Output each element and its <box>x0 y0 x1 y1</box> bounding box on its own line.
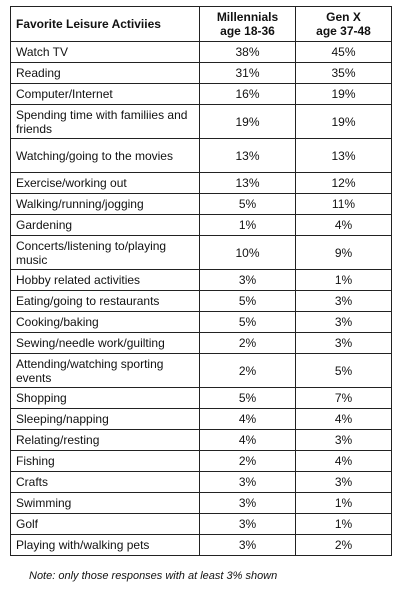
activity-cell: Watching/going to the movies <box>10 138 200 173</box>
table-row: Walking/running/jogging 5% 11% <box>10 193 392 215</box>
column-header-millennials: Millennials age 18-36 <box>199 6 296 42</box>
table-row: Playing with/walking pets 3% 2% <box>10 534 392 556</box>
activity-cell: Playing with/walking pets <box>10 534 200 556</box>
genx-value-cell: 45% <box>295 41 392 63</box>
activity-cell: Concerts/listening to/playing music <box>10 235 200 270</box>
table-row: Exercise/working out 13% 12% <box>10 172 392 194</box>
activity-cell: Watch TV <box>10 41 200 63</box>
activity-cell: Sewing/needle work/guilting <box>10 332 200 354</box>
genx-value-cell: 12% <box>295 172 392 194</box>
footnote: Note: only those responses with at least… <box>29 570 278 582</box>
millennials-value-cell: 3% <box>199 534 296 556</box>
millennials-value-cell: 4% <box>199 429 296 451</box>
millennials-value-cell: 31% <box>199 62 296 84</box>
millennials-value-cell: 5% <box>199 387 296 409</box>
millennials-value-cell: 13% <box>199 172 296 194</box>
genx-value-cell: 11% <box>295 193 392 215</box>
millennials-value-cell: 1% <box>199 214 296 236</box>
millennials-value-cell: 16% <box>199 83 296 105</box>
activity-cell: Attending/watching sporting events <box>10 353 200 388</box>
activity-cell: Shopping <box>10 387 200 409</box>
genx-value-cell: 35% <box>295 62 392 84</box>
activity-cell: Reading <box>10 62 200 84</box>
millennials-value-cell: 13% <box>199 138 296 173</box>
activity-cell: Fishing <box>10 450 200 472</box>
table-row: Reading 31% 35% <box>10 62 392 84</box>
millennials-value-cell: 5% <box>199 193 296 215</box>
genx-value-cell: 19% <box>295 83 392 105</box>
table-row: Swimming 3% 1% <box>10 492 392 514</box>
table-row: Concerts/listening to/playing music 10% 9% <box>10 235 392 270</box>
activity-cell: Sleeping/napping <box>10 408 200 430</box>
genx-value-cell: 7% <box>295 387 392 409</box>
genx-value-cell: 3% <box>295 290 392 312</box>
table-row: Cooking/baking 5% 3% <box>10 311 392 333</box>
genx-value-cell: 3% <box>295 311 392 333</box>
table-body: Watch TV 38% 45% Reading 31% 35% Computer/Inte… <box>10 41 392 556</box>
activity-cell: Computer/Internet <box>10 83 200 105</box>
table-row: Hobby related activities 3% 1% <box>10 269 392 291</box>
genx-value-cell: 3% <box>295 471 392 493</box>
millennials-value-cell: 4% <box>199 408 296 430</box>
millennials-value-cell: 5% <box>199 311 296 333</box>
table-row: Sewing/needle work/guilting 2% 3% <box>10 332 392 354</box>
genx-value-cell: 3% <box>295 332 392 354</box>
genx-value-cell: 9% <box>295 235 392 270</box>
activity-cell: Spending time with familiies and friends <box>10 104 200 139</box>
table-row: Attending/watching sporting events 2% 5% <box>10 353 392 388</box>
millennials-value-cell: 10% <box>199 235 296 270</box>
millennials-value-cell: 2% <box>199 332 296 354</box>
genx-value-cell: 4% <box>295 450 392 472</box>
genx-value-cell: 4% <box>295 214 392 236</box>
table-row: Golf 3% 1% <box>10 513 392 535</box>
table-row: Spending time with familiies and friends… <box>10 104 392 139</box>
activity-cell: Cooking/baking <box>10 311 200 333</box>
activity-cell: Golf <box>10 513 200 535</box>
millennials-value-cell: 2% <box>199 353 296 388</box>
table-row: Sleeping/napping 4% 4% <box>10 408 392 430</box>
table-header-row: Favorite Leisure Activiies Millennials ag… <box>10 6 392 42</box>
millennials-value-cell: 3% <box>199 471 296 493</box>
activity-cell: Hobby related activities <box>10 269 200 291</box>
millennials-value-cell: 19% <box>199 104 296 139</box>
millennials-value-cell: 3% <box>199 269 296 291</box>
table-row: Eating/going to restaurants 5% 3% <box>10 290 392 312</box>
millennials-value-cell: 3% <box>199 492 296 514</box>
activity-cell: Relating/resting <box>10 429 200 451</box>
millennials-value-cell: 3% <box>199 513 296 535</box>
activity-cell: Swimming <box>10 492 200 514</box>
table-row: Fishing 2% 4% <box>10 450 392 472</box>
table-row: Watching/going to the movies 13% 13% <box>10 138 392 173</box>
leisure-table-container: Favorite Leisure Activiies Millennials ag… <box>10 6 392 556</box>
millennials-value-cell: 38% <box>199 41 296 63</box>
activity-cell: Gardening <box>10 214 200 236</box>
genx-value-cell: 4% <box>295 408 392 430</box>
activity-cell: Exercise/working out <box>10 172 200 194</box>
table-row: Crafts 3% 3% <box>10 471 392 493</box>
genx-value-cell: 5% <box>295 353 392 388</box>
genx-value-cell: 19% <box>295 104 392 139</box>
genx-value-cell: 1% <box>295 492 392 514</box>
genx-value-cell: 1% <box>295 513 392 535</box>
leisure-activities-table: Favorite Leisure Activiies Millennials ag… <box>10 6 392 556</box>
column-header-activity: Favorite Leisure Activiies <box>10 6 200 42</box>
millennials-value-cell: 2% <box>199 450 296 472</box>
activity-cell: Walking/running/jogging <box>10 193 200 215</box>
genx-value-cell: 1% <box>295 269 392 291</box>
table-row: Computer/Internet 16% 19% <box>10 83 392 105</box>
genx-value-cell: 13% <box>295 138 392 173</box>
activity-cell: Crafts <box>10 471 200 493</box>
table-row: Watch TV 38% 45% <box>10 41 392 63</box>
millennials-value-cell: 5% <box>199 290 296 312</box>
table-row: Gardening 1% 4% <box>10 214 392 236</box>
genx-value-cell: 3% <box>295 429 392 451</box>
table-row: Relating/resting 4% 3% <box>10 429 392 451</box>
activity-cell: Eating/going to restaurants <box>10 290 200 312</box>
table-row: Shopping 5% 7% <box>10 387 392 409</box>
genx-value-cell: 2% <box>295 534 392 556</box>
